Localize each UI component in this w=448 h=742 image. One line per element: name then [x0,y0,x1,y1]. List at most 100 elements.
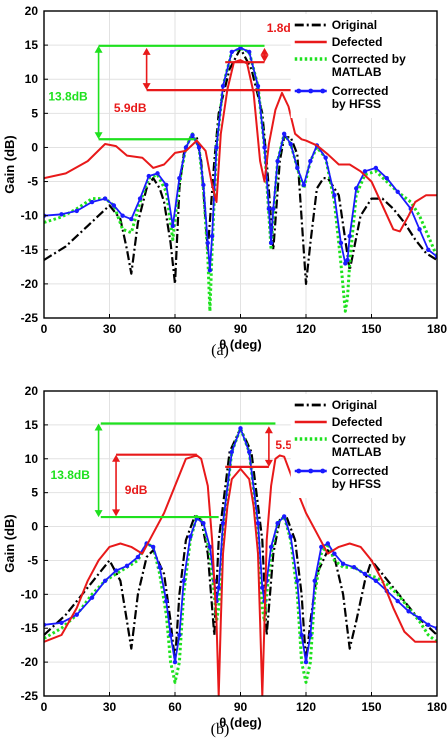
hfss-marker [288,534,293,539]
arrow-head [264,459,273,467]
hfss-marker [332,193,337,198]
hfss-marker [308,632,313,638]
hfss-marker [301,182,307,188]
x-tick-label: 180 [427,700,447,714]
hfss-marker [111,203,117,208]
hfss-marker [362,571,368,577]
y-tick-label: 15 [25,418,39,432]
x-tick-label: 90 [234,700,248,714]
x-tick-label: 0 [41,700,48,714]
hfss-marker [354,186,359,191]
legend-label: MATLAB [332,445,382,459]
y-tick-label: 10 [25,452,39,466]
hfss-marker [216,585,221,590]
arrow-head [112,509,121,517]
hfss-marker [74,612,79,617]
hfss-marker [229,449,234,455]
x-tick-label: 60 [168,322,182,336]
legend-label: Corrected [332,84,389,98]
hfss-marker [168,632,173,638]
y-tick-label: 5 [31,106,38,120]
hfss-marker [124,563,130,569]
hfss-marker [177,175,182,181]
hfss-marker [288,141,293,147]
hfss-marker [323,155,328,160]
legend-label: Corrected by [332,52,406,66]
hfss-marker [325,541,331,546]
hfss-marker [59,620,64,625]
hfss-marker [164,182,169,188]
hfss-marker [207,268,213,273]
y-tick-label: -10 [21,587,39,601]
hfss-marker [395,598,400,604]
hfss-marker [351,565,357,570]
hfss-marker [135,554,141,560]
arrow-head [260,55,269,63]
legend-marker [308,468,314,474]
hfss-marker [373,578,379,583]
x-axis-label: θ (deg) [219,715,261,730]
x-tick-label: 150 [361,322,381,336]
hfss-marker [177,632,182,638]
hfss-marker [205,240,210,246]
hfss-marker [262,145,267,150]
hfss-marker [181,578,186,583]
hfss-marker [201,182,206,188]
x-tick-label: 120 [296,700,316,714]
hfss-marker [207,544,213,550]
hfss-marker [102,578,108,583]
legend-marker [296,468,302,474]
y-tick-label: 10 [25,72,39,86]
hfss-marker [157,565,162,570]
hfss-marker [247,449,252,455]
arrow-head [260,47,269,55]
hfss-marker [129,216,134,222]
hfss-marker [395,189,400,194]
arrow-head [94,132,103,140]
arrow-head [264,426,273,434]
hfss-marker [164,598,169,604]
hfss-marker [120,213,125,218]
arrow-head [142,47,151,55]
hfss-marker [332,551,337,556]
hfss-marker [247,49,252,55]
hfss-marker [74,208,79,214]
y-tick-label: 20 [25,384,39,398]
annotation-label: 13.8dB [51,468,91,482]
legend-box [290,394,435,498]
x-tick-label: 150 [361,700,381,714]
chart-panel-b: 5.5dB9dB13.8dB 20151050-5-10-15-20-25030… [2,384,447,738]
legend-marker [296,88,302,94]
hfss-marker [220,520,226,526]
y-tick-label: -15 [21,621,39,635]
legend-label: MATLAB [332,65,382,79]
hfss-marker [295,578,300,583]
hfss-marker [312,578,317,583]
hfss-marker [146,173,151,179]
legend-label: Corrected by [332,432,406,446]
y-tick-label: -25 [21,689,39,703]
hfss-marker [275,520,280,526]
hfss-marker [340,561,346,567]
hfss-marker [308,158,313,164]
y-tick-label: 20 [25,4,39,18]
annotation-label: 9dB [125,483,148,497]
y-tick-label: -20 [21,655,39,669]
hfss-marker [417,227,422,232]
hfss-marker [209,233,215,239]
legend-label: Original [332,18,377,32]
hfss-marker [345,257,350,263]
hfss-marker [281,131,287,136]
hfss-marker [255,520,261,526]
hfss-marker [59,212,64,217]
hfss-marker [362,169,368,174]
legend-marker [320,88,326,94]
hfss-marker [338,240,344,246]
arrow-head [94,510,103,518]
hfss-marker [214,145,219,150]
hfss-marker [102,196,108,201]
hfss-marker [295,165,300,171]
x-tick-label: 60 [168,700,182,714]
